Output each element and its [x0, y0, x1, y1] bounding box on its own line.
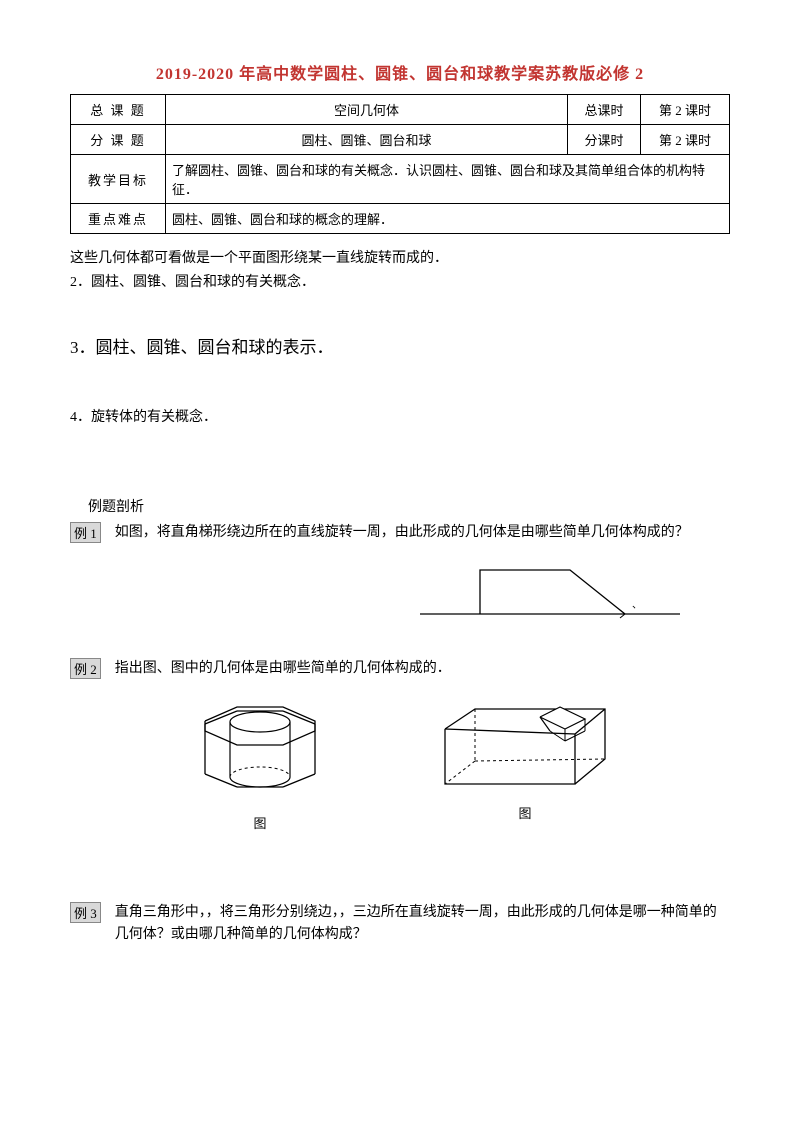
info-table: 总 课 题 空间几何体 总课时 第 2 课时 分 课 题 圆柱、圆锥、圆台和球 … — [70, 94, 730, 234]
cell-sub-hours: 第 2 课时 — [641, 125, 730, 155]
example-1: 例 1 如图，将直角梯形绕边所在的直线旋转一周，由此形成的几何体是由哪些简单几何… — [70, 522, 730, 544]
example-3-label: 例 3 — [70, 902, 101, 923]
prism-notch-icon — [425, 689, 625, 799]
cell-sub-topic-label: 分 课 题 — [71, 125, 166, 155]
cell-total-topic: 空间几何体 — [166, 95, 568, 125]
figure-1: 图 — [175, 689, 345, 832]
figure-2-caption: 图 — [425, 803, 625, 822]
svg-text:、: 、 — [632, 600, 642, 611]
trapezoid-figure: 、 — [70, 552, 730, 622]
figure-row: 图 图 — [70, 689, 730, 832]
table-row: 教学目标 了解圆柱、圆锥、圆台和球的有关概念．认识圆柱、圆锥、圆台和球及其简单组… — [71, 155, 730, 204]
example-3: 例 3 直角三角形中，，将三角形分别绕边，，三边所在直线旋转一周，由此形成的几何… — [70, 902, 730, 947]
table-row: 分 课 题 圆柱、圆锥、圆台和球 分课时 第 2 课时 — [71, 125, 730, 155]
paragraph-intro: 这些几何体都可看做是一个平面图形绕某一直线旋转而成的． — [70, 248, 730, 270]
trapezoid-icon: 、 — [420, 552, 680, 622]
page-title: 2019-2020 年高中数学圆柱、圆锥、圆台和球教学案苏教版必修 2 — [70, 60, 730, 84]
example-1-label: 例 1 — [70, 522, 101, 543]
cell-focus: 圆柱、圆锥、圆台和球的概念的理解． — [166, 204, 730, 234]
paragraph-4: 4．旋转体的有关概念． — [70, 406, 730, 426]
table-row: 重点难点 圆柱、圆锥、圆台和球的概念的理解． — [71, 204, 730, 234]
cell-goal-label: 教学目标 — [71, 155, 166, 204]
example-2-label: 例 2 — [70, 658, 101, 679]
hexagon-cylinder-icon — [175, 689, 345, 809]
cell-sub-hours-label: 分课时 — [568, 125, 641, 155]
figure-2: 图 — [425, 689, 625, 832]
example-2-text: 指出图、图中的几何体是由哪些简单的几何体构成的． — [115, 658, 730, 680]
example-1-text: 如图，将直角梯形绕边所在的直线旋转一周，由此形成的几何体是由哪些简单几何体构成的… — [115, 522, 730, 544]
cell-total-hours-label: 总课时 — [568, 95, 641, 125]
heading-3: 3．圆柱、圆锥、圆台和球的表示． — [70, 333, 730, 358]
paragraph-2: 2．圆柱、圆锥、圆台和球的有关概念． — [70, 272, 730, 294]
table-row: 总 课 题 空间几何体 总课时 第 2 课时 — [71, 95, 730, 125]
examples-heading: 例题剖析 — [88, 496, 730, 516]
example-2: 例 2 指出图、图中的几何体是由哪些简单的几何体构成的． — [70, 658, 730, 680]
figure-1-caption: 图 — [175, 813, 345, 832]
example-3-text: 直角三角形中，，将三角形分别绕边，，三边所在直线旋转一周，由此形成的几何体是哪一… — [115, 902, 730, 947]
cell-total-topic-label: 总 课 题 — [71, 95, 166, 125]
cell-focus-label: 重点难点 — [71, 204, 166, 234]
cell-sub-topic: 圆柱、圆锥、圆台和球 — [166, 125, 568, 155]
cell-goal: 了解圆柱、圆锥、圆台和球的有关概念．认识圆柱、圆锥、圆台和球及其简单组合体的机构… — [166, 155, 730, 204]
cell-total-hours: 第 2 课时 — [641, 95, 730, 125]
